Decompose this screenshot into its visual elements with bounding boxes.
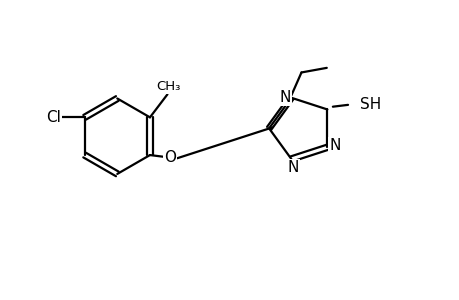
Text: Cl: Cl (46, 110, 61, 125)
Text: SH: SH (359, 98, 380, 112)
Text: N: N (279, 90, 290, 105)
Text: N: N (328, 138, 340, 153)
Text: CH₃: CH₃ (156, 80, 180, 93)
Text: O: O (164, 150, 176, 165)
Text: N: N (286, 160, 298, 175)
